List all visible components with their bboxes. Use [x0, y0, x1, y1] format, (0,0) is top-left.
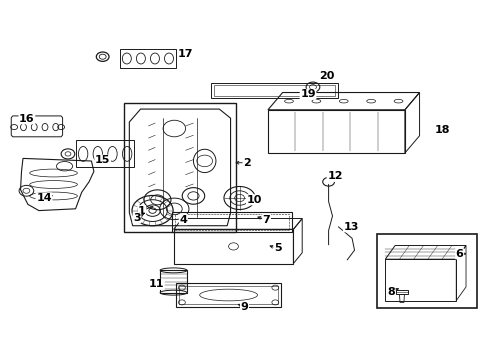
Bar — [172, 212, 291, 232]
Bar — [160, 270, 186, 293]
Text: 15: 15 — [95, 155, 110, 165]
Bar — [211, 83, 338, 98]
Text: 6: 6 — [455, 249, 463, 259]
Text: 11: 11 — [148, 279, 164, 289]
Text: 1: 1 — [138, 206, 145, 216]
Bar — [175, 214, 288, 230]
Text: 9: 9 — [240, 302, 248, 312]
Bar — [179, 286, 277, 304]
Bar — [214, 85, 335, 96]
Text: 19: 19 — [300, 89, 315, 99]
Text: 4: 4 — [179, 215, 187, 225]
Bar — [376, 234, 476, 308]
Text: 5: 5 — [273, 243, 281, 253]
Bar — [176, 283, 281, 307]
Bar — [395, 290, 407, 294]
Text: 7: 7 — [262, 215, 270, 225]
Text: 18: 18 — [434, 125, 449, 135]
Text: 12: 12 — [326, 171, 342, 181]
Text: 3: 3 — [133, 213, 141, 223]
Text: 13: 13 — [343, 222, 358, 232]
Text: 8: 8 — [386, 287, 394, 297]
Text: 10: 10 — [246, 195, 262, 205]
Text: 2: 2 — [243, 158, 250, 168]
Text: 17: 17 — [178, 49, 193, 59]
Text: 16: 16 — [19, 114, 35, 124]
Bar — [123, 103, 236, 232]
Text: 14: 14 — [36, 193, 52, 203]
Text: 20: 20 — [318, 71, 334, 81]
